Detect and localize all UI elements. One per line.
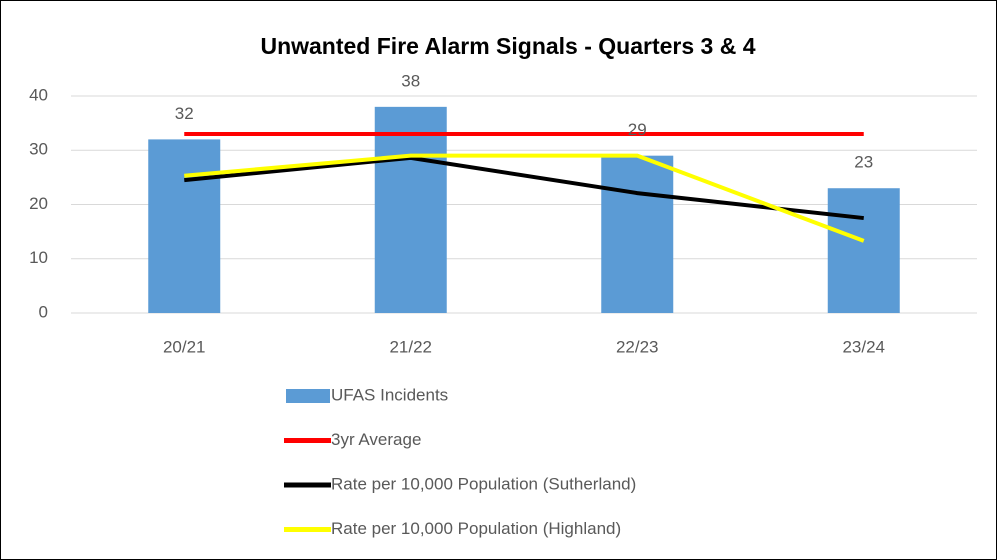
y-tick-label: 20 (29, 194, 48, 213)
line-series (184, 153, 865, 243)
bar (827, 188, 900, 313)
bar (601, 155, 674, 313)
legend-label: Rate per 10,000 Population (Sutherland) (331, 474, 636, 493)
x-tick-label: 23/24 (842, 337, 885, 356)
data-label: 29 (628, 120, 647, 139)
legend-label: 3yr Average (331, 430, 421, 449)
bar (374, 106, 447, 313)
y-tick-label: 40 (29, 85, 48, 104)
x-tick-label: 22/23 (616, 337, 659, 356)
chart-title: Unwanted Fire Alarm Signals - Quarters 3… (260, 33, 755, 59)
y-tick-label: 0 (39, 302, 48, 321)
y-tick-label: 30 (29, 140, 48, 159)
data-label: 38 (401, 71, 420, 90)
data-label: 32 (175, 104, 194, 123)
x-tick-label: 20/21 (163, 337, 206, 356)
legend-label: UFAS Incidents (331, 385, 448, 404)
x-tick-label: 21/22 (389, 337, 432, 356)
bar (148, 139, 221, 313)
y-tick-label: 10 (29, 248, 48, 267)
legend-label: Rate per 10,000 Population (Highland) (331, 519, 621, 538)
line-series (184, 155, 864, 221)
data-label: 23 (854, 153, 873, 172)
legend-swatch (286, 389, 330, 403)
